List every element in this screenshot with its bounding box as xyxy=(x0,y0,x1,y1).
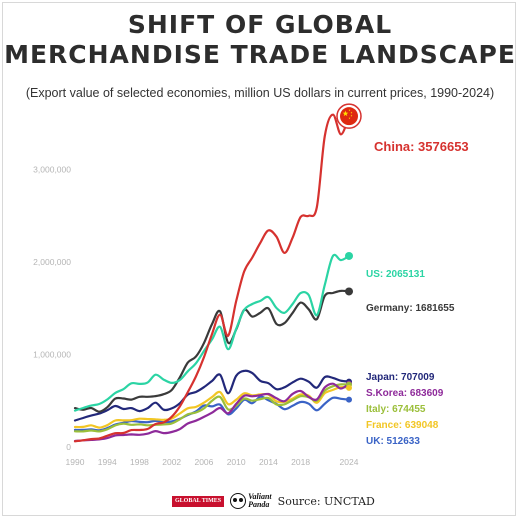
valiant-panda-logo-text: Valiant Panda xyxy=(248,493,272,509)
y-tick-label: 2,000,000 xyxy=(33,257,71,267)
series-label-france: France: 639048 xyxy=(366,420,439,431)
end-marker-germany xyxy=(345,287,353,296)
series-label-us: US: 2065131 xyxy=(366,269,425,280)
series-line-france xyxy=(73,385,351,429)
series-line-us xyxy=(73,253,351,412)
valiant-panda-text-2: Panda xyxy=(248,500,270,509)
subtitle: (Export value of selected economies, mil… xyxy=(25,86,495,100)
infographic-frame xyxy=(2,2,516,516)
source-text: Source: UNCTAD xyxy=(277,494,375,508)
title-line-2: MERCHANDISE TRADE LANDSCAPE xyxy=(4,40,516,69)
x-tick-label: 2018 xyxy=(291,457,310,467)
series-label-uk: UK: 512633 xyxy=(366,436,420,447)
series-line-s-korea xyxy=(73,382,351,443)
global-times-logo-text: GLOBAL TIMES xyxy=(175,497,222,504)
series-line-japan xyxy=(73,369,351,422)
title-line-1: SHIFT OF GLOBAL xyxy=(127,10,393,39)
flag-small-star-icon xyxy=(348,117,351,119)
valiant-panda-logo: Valiant Panda xyxy=(230,493,272,509)
series-label-china: China: 3576653 xyxy=(374,139,469,154)
series-line-italy xyxy=(73,383,351,433)
flag-small-star-icon xyxy=(348,109,351,111)
y-tick-label: 3,000,000 xyxy=(33,165,71,175)
end-marker-france xyxy=(346,384,352,391)
x-tick-label: 1994 xyxy=(98,457,117,467)
x-tick-label: 2006 xyxy=(194,457,213,467)
footer: GLOBAL TIMES Valiant Panda Source: UNCTA… xyxy=(172,490,375,512)
x-tick-label: 1990 xyxy=(66,457,85,467)
x-tick-label: 2024 xyxy=(340,457,359,467)
series-label-italy: Italy: 674455 xyxy=(366,404,426,415)
series-label-japan: Japan: 707009 xyxy=(366,372,435,383)
x-tick-label: 1998 xyxy=(130,457,149,467)
china-flag-icon xyxy=(340,107,358,126)
global-times-logo: GLOBAL TIMES xyxy=(172,495,225,507)
flag-small-star-icon xyxy=(350,114,353,117)
x-tick-label: 2002 xyxy=(162,457,181,467)
series-label-s-korea: S.Korea: 683609 xyxy=(366,388,444,399)
end-marker-uk xyxy=(346,396,352,403)
y-tick-label: 1,000,000 xyxy=(33,350,71,360)
series-line-china xyxy=(73,113,351,443)
series-line-germany xyxy=(73,289,351,413)
x-tick-label: 2010 xyxy=(227,457,246,467)
x-tick-label: 2014 xyxy=(259,457,278,467)
end-marker-us xyxy=(345,251,353,260)
panda-icon xyxy=(230,493,247,509)
y-tick-label: 0 xyxy=(66,442,71,452)
flag-big-star-icon xyxy=(342,110,349,117)
valiant-panda-text-1: Valiant xyxy=(248,492,272,501)
flag-small-star-icon xyxy=(350,111,353,114)
series-label-germany: Germany: 1681655 xyxy=(366,303,455,314)
